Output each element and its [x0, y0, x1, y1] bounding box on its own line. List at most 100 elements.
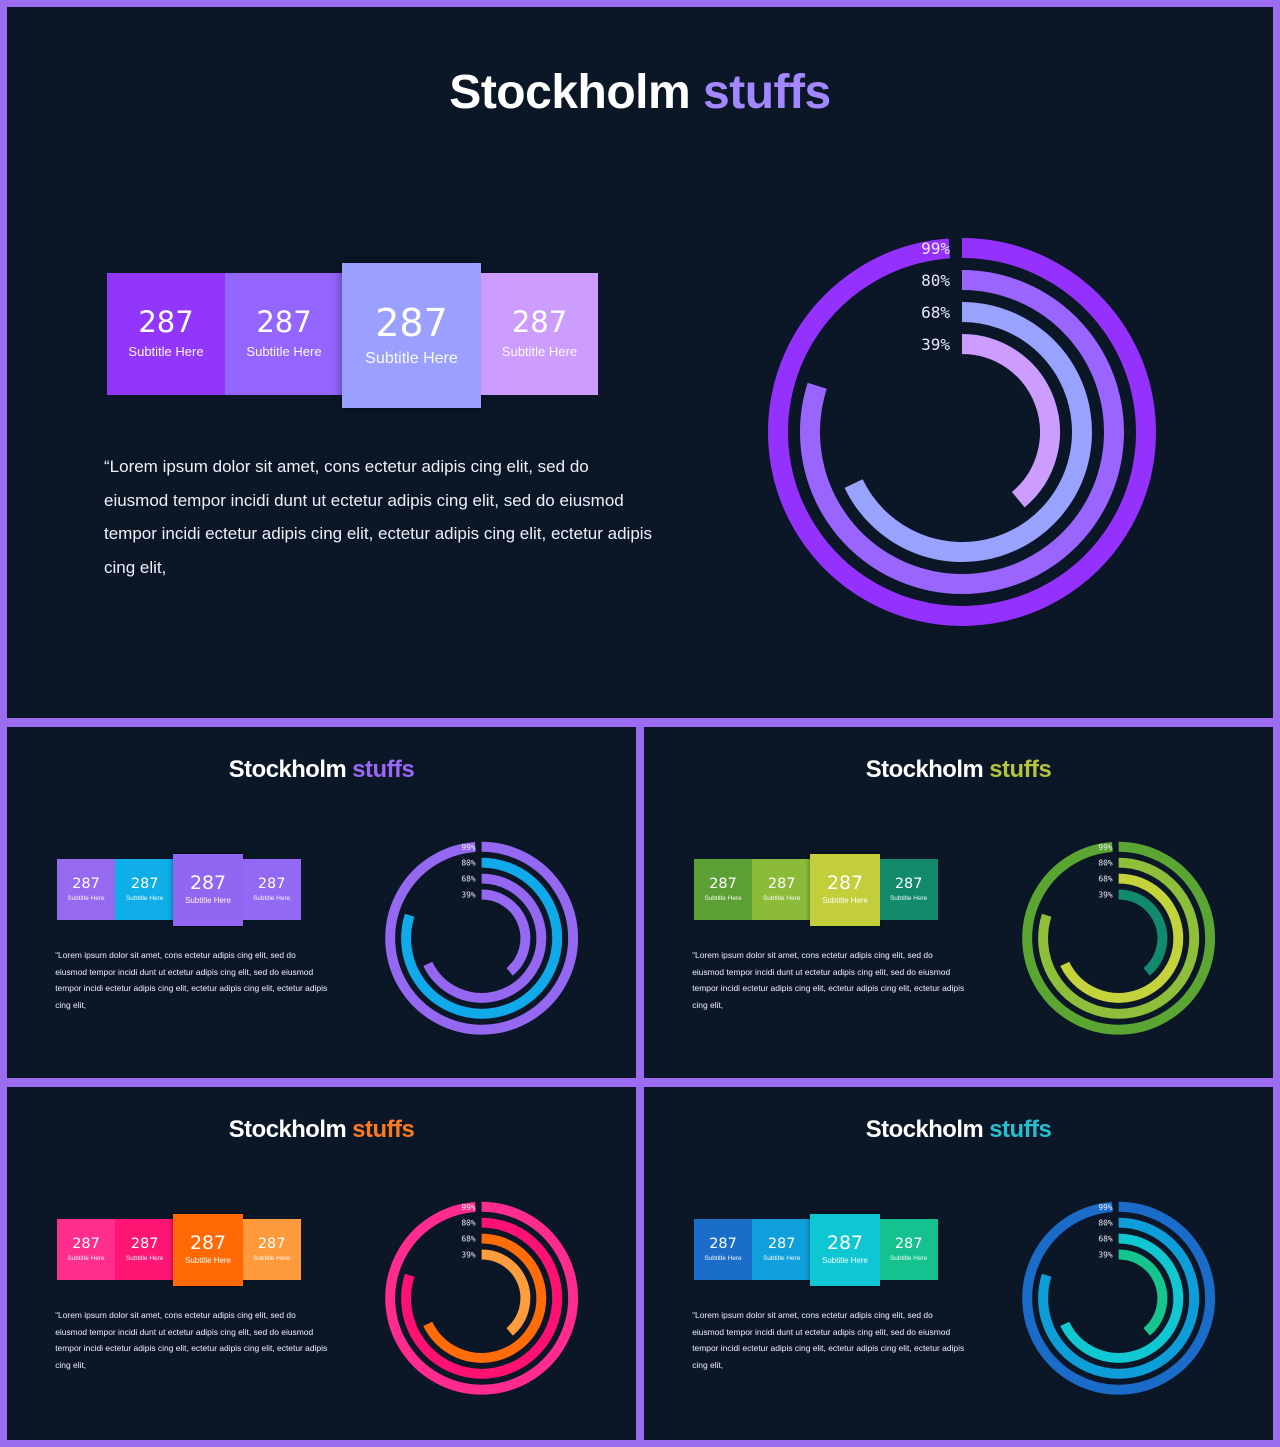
ring-arc-99pct: [1022, 841, 1216, 1035]
stat-subtitle: Subtitle Here: [126, 1255, 164, 1263]
ring-arc-80pct: [800, 270, 1124, 594]
stat-box: 287 Subtitle Here: [693, 859, 753, 920]
title-accent: stuffs: [352, 755, 415, 783]
stat-box: 287 Subtitle Here: [879, 859, 938, 920]
slide-title: Stockholm stuffs: [7, 756, 636, 784]
stat-box: 287 Subtitle Here: [752, 1219, 811, 1280]
ring-label: 99%: [1098, 1203, 1113, 1212]
title-accent: stuffs: [352, 1115, 415, 1143]
stat-box-featured: 287 Subtitle Here: [173, 1214, 243, 1287]
ring-label: 68%: [1098, 1235, 1113, 1244]
stat-value: 287: [72, 875, 100, 892]
stat-box: 287 Subtitle Here: [481, 273, 598, 395]
stat-box: 287 Subtitle Here: [225, 273, 343, 395]
stat-value: 287: [130, 875, 159, 892]
slide-title: Stockholm stuffs: [7, 65, 1273, 120]
slide: Stockholm stuffs 287 Subtitle Here 287 S…: [7, 1087, 636, 1440]
ring-arc-39pct: [481, 889, 531, 976]
ring-arc-68pct: [844, 302, 1092, 562]
ring-arc-99pct: [1022, 1201, 1216, 1395]
ring-label: 39%: [1098, 1250, 1113, 1259]
ring-arc-68pct: [1060, 1233, 1184, 1363]
slide-title: Stockholm stuffs: [644, 1116, 1273, 1144]
stat-box: 287 Subtitle Here: [242, 859, 301, 920]
ring-label: 80%: [921, 271, 950, 290]
stat-subtitle: Subtitle Here: [501, 344, 578, 360]
stat-value: 287: [894, 1235, 923, 1252]
stat-value: 287: [257, 875, 286, 892]
ring-label: 80%: [1098, 859, 1113, 868]
stat-box: 287 Subtitle Here: [752, 859, 811, 920]
stat-value: 287: [511, 305, 568, 340]
ring-label: 99%: [461, 843, 476, 852]
title-accent: stuffs: [989, 755, 1052, 783]
stat-subtitle: Subtitle Here: [365, 349, 458, 367]
ring-label: 39%: [921, 335, 950, 354]
stat-value: 287: [709, 1235, 737, 1252]
radial-bar-chart: 99% 80% 68% 39%: [385, 1201, 579, 1395]
stat-subtitle: Subtitle Here: [889, 895, 928, 903]
stat-subtitle: Subtitle Here: [822, 896, 868, 906]
slide: Stockholm stuffs 287 Subtitle Here 287 S…: [644, 727, 1273, 1078]
stat-value: 287: [256, 305, 312, 340]
body-paragraph: “Lorem ipsum dolor sit amet, cons ectetu…: [692, 950, 965, 1011]
stat-subtitle: Subtitle Here: [252, 1255, 291, 1263]
radial-bar-chart: 99% 80% 68% 39%: [1022, 841, 1216, 1035]
stat-value: 287: [375, 300, 448, 345]
stat-subtitle: Subtitle Here: [704, 895, 742, 903]
radial-bar-chart: 99% 80% 68% 39%: [1022, 1201, 1216, 1395]
title-accent: stuffs: [989, 1115, 1052, 1143]
ring-arc-80pct: [401, 857, 563, 1019]
stat-subtitle: Subtitle Here: [889, 1255, 928, 1263]
stat-value: 287: [827, 1232, 864, 1255]
ring-label: 80%: [1098, 1219, 1113, 1228]
slide-title: Stockholm stuffs: [644, 756, 1273, 784]
stat-value: 287: [709, 875, 737, 892]
title-main: Stockholm: [228, 1115, 347, 1143]
ring-label: 68%: [921, 303, 950, 322]
ring-label: 99%: [461, 1203, 476, 1212]
stat-box: 287 Subtitle Here: [693, 1219, 753, 1280]
stat-box-featured: 287 Subtitle Here: [810, 1214, 880, 1287]
stat-box: 287 Subtitle Here: [242, 1219, 301, 1280]
ring-arc-68pct: [423, 1233, 547, 1363]
ring-arc-39pct: [1118, 1249, 1168, 1336]
stat-subtitle: Subtitle Here: [246, 344, 322, 360]
ring-arc-39pct: [1118, 889, 1168, 976]
stat-value: 287: [190, 872, 227, 895]
radial-bar-chart: 99% 80% 68% 39%: [385, 841, 579, 1035]
stat-subtitle: Subtitle Here: [822, 1256, 868, 1266]
ring-label: 68%: [461, 875, 476, 884]
stat-box-featured: 287 Subtitle Here: [810, 854, 880, 927]
stat-subtitle: Subtitle Here: [704, 1255, 742, 1263]
ring-label: 39%: [461, 1250, 476, 1259]
stat-value: 287: [767, 875, 796, 892]
ring-label: 39%: [461, 890, 476, 899]
title-main: Stockholm: [865, 1115, 984, 1143]
stat-value: 287: [72, 1235, 100, 1252]
ring-arc-99pct: [385, 1201, 579, 1395]
ring-label: 80%: [461, 859, 476, 868]
title-main: Stockholm: [228, 755, 347, 783]
stat-subtitle: Subtitle Here: [252, 895, 291, 903]
title-accent: stuffs: [703, 66, 831, 119]
stat-subtitle: Subtitle Here: [67, 1255, 105, 1263]
ring-arc-80pct: [401, 1217, 563, 1379]
title-main: Stockholm: [865, 755, 984, 783]
ring-arc-80pct: [1038, 857, 1200, 1019]
slide: Stockholm stuffs 287 Subtitle Here 287 S…: [7, 7, 1273, 718]
stat-box: 287 Subtitle Here: [107, 273, 225, 395]
ring-arc-39pct: [961, 334, 1060, 508]
stat-box: 287 Subtitle Here: [879, 1219, 938, 1280]
stat-value: 287: [894, 875, 923, 892]
stat-value: 287: [827, 872, 864, 895]
stat-subtitle: Subtitle Here: [67, 895, 105, 903]
ring-arc-68pct: [1060, 873, 1184, 1003]
ring-arc-80pct: [1038, 1217, 1200, 1379]
ring-label: 80%: [461, 1219, 476, 1228]
ring-label: 99%: [921, 239, 950, 258]
stat-value: 287: [257, 1235, 286, 1252]
body-paragraph: “Lorem ipsum dolor sit amet, cons ectetu…: [55, 1310, 328, 1371]
stat-value: 287: [130, 1235, 159, 1252]
stat-box: 287 Subtitle Here: [56, 859, 116, 920]
